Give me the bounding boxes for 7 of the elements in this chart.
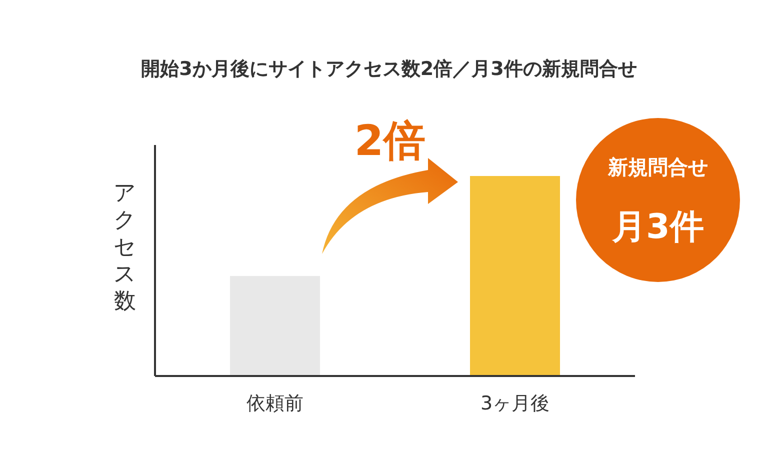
x-tick-label: 3ヶ月後 <box>480 392 550 414</box>
x-tick-label: 依頼前 <box>246 392 304 414</box>
y-axis-title: アクセス数 <box>112 180 138 315</box>
annotation: 新規問合せ <box>607 155 708 179</box>
chart-title: 開始3か月後にサイトアクセス数2倍／月3件の新規問合せ <box>140 57 638 82</box>
text: 2倍 <box>354 116 426 165</box>
annotation: 月3件 <box>611 207 704 247</box>
